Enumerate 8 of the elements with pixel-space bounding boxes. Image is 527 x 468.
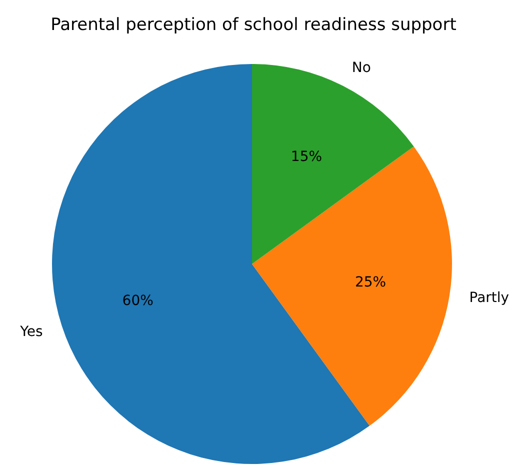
data-label: 15%: [290, 148, 322, 165]
data-label: 60%: [122, 292, 154, 309]
pie-slice: [252, 146, 452, 426]
slice-label: Partly: [469, 290, 510, 306]
chart-title: Parental perception of school readiness support: [50, 15, 457, 35]
data-label: 25%: [354, 274, 386, 291]
slice-label: No: [352, 60, 371, 76]
slice-label: Yes: [19, 324, 43, 340]
